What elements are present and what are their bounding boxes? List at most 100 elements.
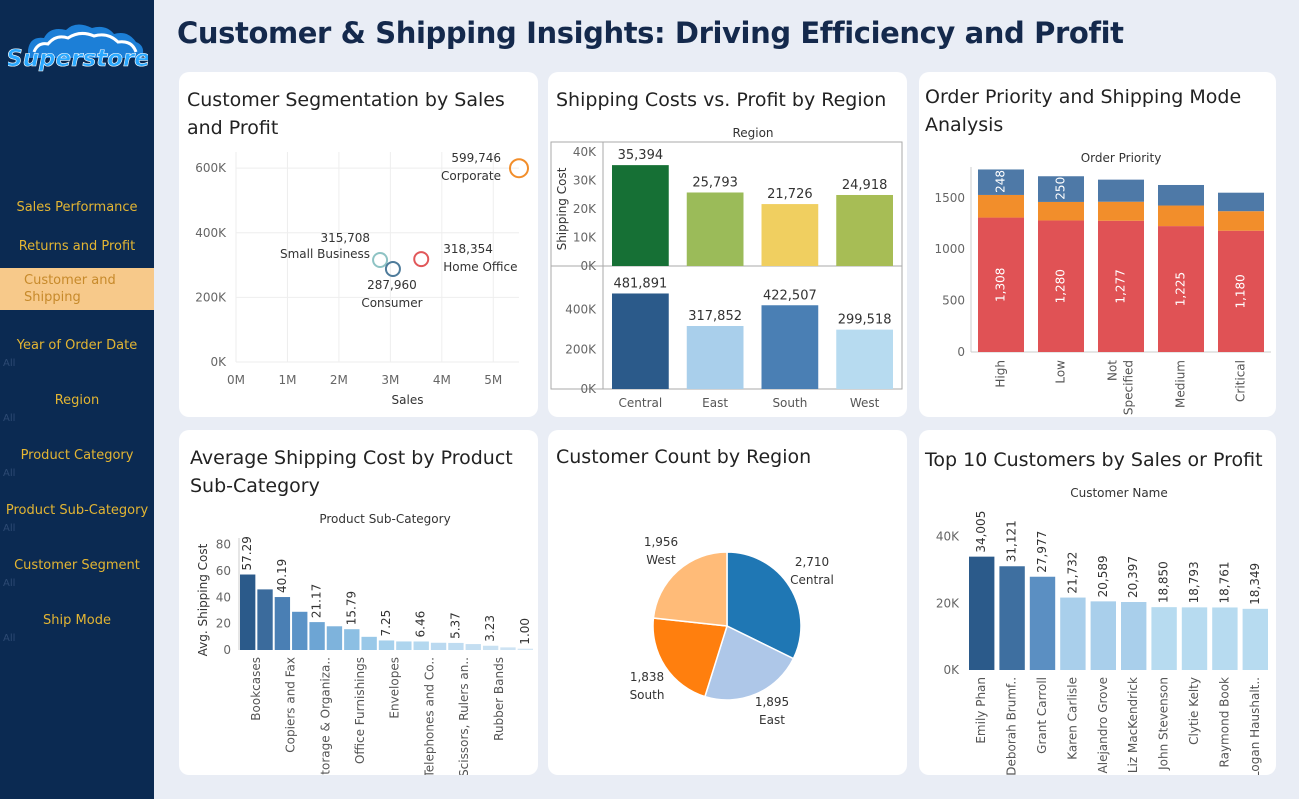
y-tick-label: 400K [195, 226, 227, 240]
pie-slice [652, 551, 728, 627]
scatter-point [509, 158, 529, 179]
slice-name-label: West [646, 553, 676, 567]
y-tick-label: 400K [565, 303, 597, 317]
data-label: 20,589 [1096, 555, 1110, 597]
pie-slice [726, 551, 802, 660]
data-label: 34,005 [974, 511, 988, 553]
stacked-bar-segment [1098, 179, 1144, 202]
x-tick-label: Central [619, 396, 663, 410]
filter-ship-mode[interactable]: Ship Mode [43, 613, 111, 628]
x-tick-label: Emily Phan [974, 677, 988, 744]
stacked-bar-segment [1038, 176, 1084, 202]
filter-year-of-order-date[interactable]: Year of Order Date [16, 338, 138, 353]
slice-name-label: South [630, 688, 665, 702]
stacked-bar-segment [1218, 192, 1264, 212]
card-title: Shipping Costs vs. Profit by Region [556, 89, 887, 111]
x-tick-label: 0M [227, 373, 245, 387]
data-label: 317,852 [688, 309, 742, 324]
data-label: 35,394 [618, 148, 664, 163]
x-tick-label: Logan Haushalt.. [1248, 677, 1262, 775]
card-top10-customers: Top 10 Customers by Sales or Profit Cust… [919, 430, 1276, 775]
stacked-bar-segment [978, 169, 1024, 195]
data-label: 40.19 [275, 559, 289, 593]
bar [1029, 576, 1056, 670]
bar [326, 626, 343, 650]
stacked-bar-segment [978, 217, 1024, 352]
data-label: 599,746 [451, 151, 501, 165]
bar [309, 622, 325, 650]
bar [612, 165, 669, 266]
data-label: 6.46 [414, 611, 428, 638]
y-axis-title: Shipping Cost [555, 167, 569, 250]
segmentation-scatter-chart: 0M 1M 2M 3M 4M 5M 0K 200K 400K 600K Sales 599,746 Co… [195, 151, 529, 407]
chart-header: Order Priority [1081, 151, 1162, 165]
bar [517, 648, 533, 650]
superstore-logo[interactable]: Superstore [8, 22, 148, 82]
data-label: 248 [994, 170, 1008, 193]
x-tick-label: Copiers and Fax [284, 657, 298, 753]
nav-customer-and-shipping[interactable]: Customer and Shipping [0, 268, 154, 310]
scatter-point [372, 252, 389, 269]
bar [1242, 608, 1268, 670]
stacked-bar-segment [978, 194, 1024, 218]
y-tick-label: 60 [216, 564, 231, 578]
y-tick-label: 200K [565, 342, 597, 356]
bar [1121, 602, 1147, 670]
data-label: 5.37 [448, 612, 462, 639]
x-tick-label: Liz MacKendrick [1126, 677, 1140, 773]
data-label: 2,710 [795, 555, 829, 569]
data-label: 318,354 [443, 242, 493, 256]
data-label: 15.79 [344, 591, 358, 625]
bar [612, 293, 669, 389]
data-label: 1.00 [518, 618, 532, 645]
stacked-bar-segment [1098, 201, 1144, 221]
scatter-point [384, 260, 401, 277]
filter-year-value[interactable]: All [3, 358, 16, 369]
y-tick-label: 200K [195, 290, 227, 304]
card-shipping-vs-profit: Shipping Costs vs. Profit by Region Regi… [548, 72, 907, 417]
stacked-bar-segment [1158, 184, 1204, 206]
filter-customer-segment-value[interactable]: All [3, 578, 16, 589]
bar [430, 642, 447, 650]
x-tick-label: Deborah Brumf.. [1005, 677, 1019, 775]
filter-product-category-value[interactable]: All [3, 468, 16, 479]
bar [292, 611, 308, 650]
data-label: 18,793 [1187, 561, 1201, 603]
shipping-profit-bar-chart: Region 40K 30K 20K 10K 0K Shipping Cost 35,394 2… [550, 126, 903, 410]
x-tick-label: 4M [433, 373, 451, 387]
point-name-label: Corporate [441, 169, 501, 183]
nav-returns-and-profit[interactable]: Returns and Profit [18, 239, 136, 254]
card-customer-count: Customer Count by Region 2,710 Central 1,8… [548, 430, 907, 775]
x-tick-label: Envelopes [388, 657, 402, 719]
x-tick-label: Grant Carroll [1035, 677, 1049, 754]
filter-region[interactable]: Region [54, 393, 100, 408]
data-label: 25,793 [692, 175, 738, 190]
y-tick-label: 40 [216, 590, 231, 604]
y-tick-label: 20K [936, 596, 960, 610]
bar [1060, 597, 1086, 670]
card-title: Average Shipping Cost by Product Sub-Cat… [190, 447, 513, 497]
slice-name-label: East [759, 713, 785, 727]
filter-region-value[interactable]: All [3, 413, 16, 424]
slice-name-label: Central [790, 573, 834, 587]
customer-count-pie-chart: 2,710 Central 1,895 East 1,838 South 1,956 West [630, 535, 834, 727]
page-title: Customer & Shipping Insights: Driving Ef… [177, 16, 1124, 50]
filter-customer-segment[interactable]: Customer Segment [14, 558, 140, 573]
bar [396, 641, 412, 650]
bar [482, 645, 499, 650]
bar [413, 641, 429, 650]
filter-product-sub-category[interactable]: Product Sub-Category [5, 503, 149, 518]
x-tick-label: Not [1106, 360, 1120, 381]
filter-product-category[interactable]: Product Category [20, 448, 134, 463]
filter-ship-mode-value[interactable]: All [3, 633, 16, 644]
y-tick-label: 0 [223, 643, 231, 657]
x-tick-label: East [702, 396, 728, 410]
data-label: 250 [1054, 177, 1068, 200]
data-label: 287,960 [367, 278, 417, 292]
stacked-bar-segment [1098, 220, 1144, 352]
nav-sales-performance[interactable]: Sales Performance [16, 200, 138, 215]
y-tick-label: 0K [210, 355, 227, 369]
bar [257, 589, 273, 650]
x-tick-label: Raymond Book [1217, 677, 1231, 768]
filter-product-sub-category-value[interactable]: All [3, 523, 16, 534]
